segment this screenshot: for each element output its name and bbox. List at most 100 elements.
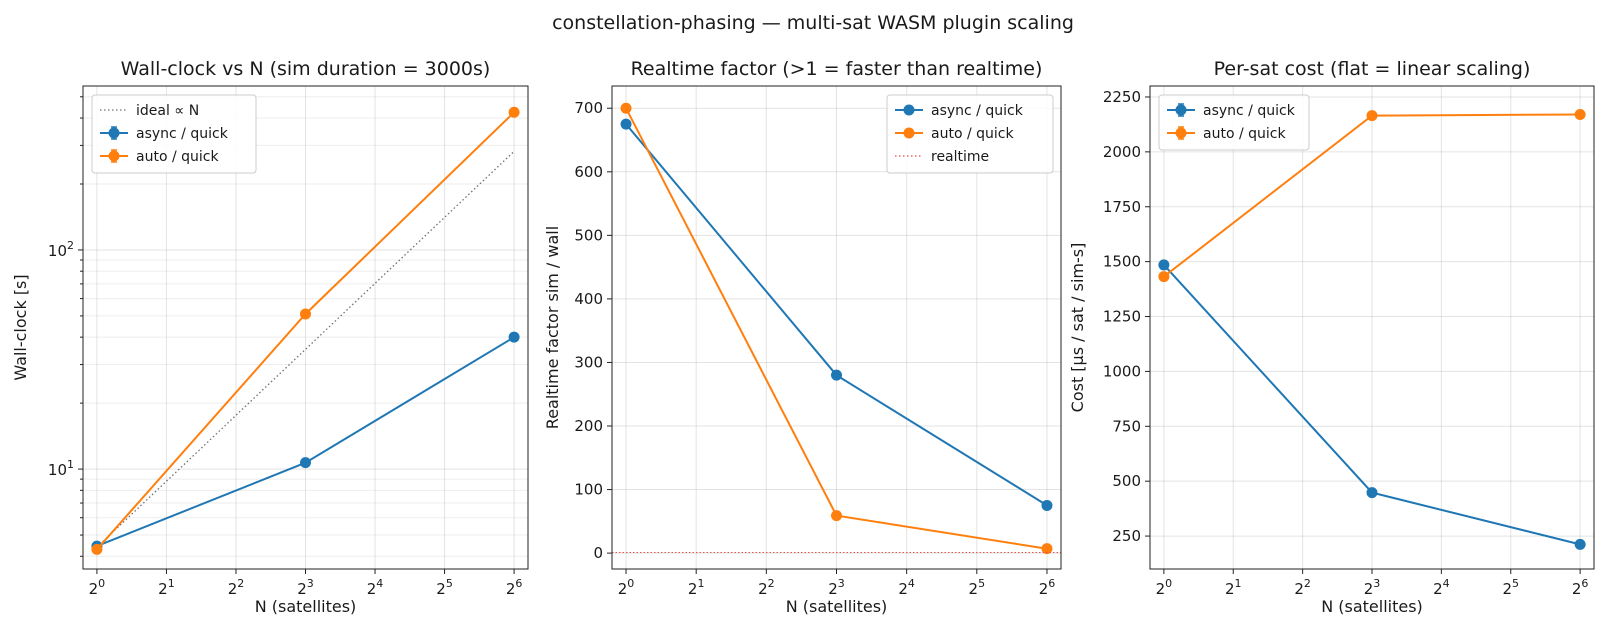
legend-entry: auto / quick	[895, 126, 1014, 142]
legend-entry: auto / quick	[100, 149, 219, 165]
x-tick-label: 24	[898, 577, 915, 598]
y-tick-label: 100	[574, 481, 603, 499]
legend-marker	[108, 127, 120, 139]
data-point	[1158, 271, 1170, 283]
x-tick-label-exp: 5	[978, 577, 985, 590]
x-tick-label: 26	[1039, 577, 1056, 598]
x-tick-label: 21	[688, 577, 705, 598]
x-tick-label-base: 2	[297, 580, 307, 598]
x-tick-label: 22	[228, 577, 245, 598]
data-point	[508, 331, 520, 343]
x-tick-label: 23	[1364, 577, 1381, 598]
x-tick-label-exp: 0	[1165, 577, 1172, 590]
x-tick-label-exp: 1	[168, 577, 175, 590]
panel-title: Realtime factor (>1 = faster than realti…	[631, 58, 1043, 80]
y-tick-label: 1750	[1103, 198, 1141, 216]
x-tick-label-base: 2	[1572, 580, 1582, 598]
data-point	[620, 118, 632, 130]
x-axis: 20 21 22 23 24 25 26	[89, 569, 522, 598]
y-axis-label: Realtime factor sim / wall	[543, 226, 562, 429]
legend-label: async / quick	[931, 103, 1024, 119]
y-tick-label-exp: 1	[67, 458, 74, 471]
x-tick-label-base: 2	[1294, 580, 1304, 598]
x-tick-label-base: 2	[506, 580, 516, 598]
x-tick-label: 20	[618, 577, 635, 598]
legend: ideal ∝ N async / quick auto / quick	[91, 94, 257, 174]
y-axis-label: Wall-clock [s]	[11, 274, 30, 380]
y-tick-label: 101	[48, 458, 74, 479]
x-tick-label: 24	[367, 577, 384, 598]
legend-label: auto / quick	[931, 126, 1014, 142]
x-tick-label: 20	[89, 577, 106, 598]
x-tick-label: 21	[158, 577, 175, 598]
data-point	[508, 106, 520, 118]
legend-label: ideal ∝ N	[136, 103, 199, 119]
x-tick-label-exp: 0	[98, 577, 105, 590]
legend-box	[91, 94, 257, 174]
x-axis: 20 21 22 23 24 25 26	[618, 569, 1055, 598]
y-axis: 0 100 200 300 400 500 600 700	[574, 99, 612, 562]
series-2	[620, 102, 1053, 555]
data-point	[831, 369, 842, 381]
series-1	[620, 118, 1053, 511]
legend-label: auto / quick	[1203, 126, 1286, 142]
x-tick-label-base: 2	[367, 580, 377, 598]
x-tick-label: 24	[1433, 577, 1450, 598]
x-tick-label-exp: 3	[1373, 577, 1380, 590]
x-axis-label: N (satellites)	[786, 597, 888, 616]
y-tick-label: 400	[574, 290, 603, 308]
x-tick-label-base: 2	[618, 580, 628, 598]
x-tick-label-exp: 6	[515, 577, 522, 590]
y-tick-label-base: 10	[48, 242, 67, 260]
x-axis-label: N (satellites)	[255, 597, 357, 616]
x-tick-label-exp: 1	[1235, 577, 1242, 590]
x-tick-label-base: 2	[436, 580, 446, 598]
x-tick-label-base: 2	[898, 580, 908, 598]
data-point	[831, 510, 842, 522]
legend-entry: async / quick	[100, 126, 229, 142]
x-tick-label: 20	[1156, 577, 1173, 598]
x-tick-label-exp: 3	[838, 577, 845, 590]
x-tick-label: 21	[1225, 577, 1242, 598]
legend-entry: async / quick	[895, 103, 1024, 119]
legend-label: realtime	[931, 149, 989, 165]
x-tick-label-base: 2	[228, 580, 238, 598]
y-tick-label: 0	[593, 544, 603, 562]
x-tick-label-base: 2	[89, 580, 99, 598]
x-tick-label-base: 2	[758, 580, 768, 598]
x-tick-label-base: 2	[969, 580, 979, 598]
y-tick-label: 600	[574, 163, 603, 181]
legend-marker	[1175, 104, 1187, 116]
data-point	[1366, 487, 1378, 499]
x-tick-label: 23	[297, 577, 314, 598]
y-tick-label: 500	[1112, 472, 1141, 490]
x-tick-label-base: 2	[1502, 580, 1512, 598]
x-tick-label-exp: 5	[446, 577, 453, 590]
x-tick-label: 25	[969, 577, 986, 598]
x-tick-label-exp: 2	[237, 577, 244, 590]
legend-box	[886, 94, 1054, 174]
legend-marker	[108, 150, 120, 162]
data-point	[1158, 259, 1170, 271]
legend-label: async / quick	[1203, 103, 1296, 119]
y-tick-label: 750	[1112, 417, 1141, 435]
y-tick-label: 102	[48, 239, 74, 260]
x-tick-label: 22	[1294, 577, 1311, 598]
x-tick-label-base: 2	[828, 580, 838, 598]
grid	[612, 86, 1061, 569]
y-tick-label: 2250	[1103, 88, 1141, 106]
y-tick-label-exp: 2	[67, 239, 74, 252]
data-point	[1041, 543, 1053, 555]
figure-suptitle: constellation-phasing — multi-sat WASM p…	[552, 12, 1074, 34]
legend-marker	[903, 104, 915, 116]
legend-entry: async / quick	[1167, 103, 1296, 119]
x-tick-label-exp: 4	[1443, 577, 1450, 590]
legend-entry: auto / quick	[1167, 126, 1286, 142]
legend-entry: realtime	[895, 149, 989, 165]
y-tick-label: 200	[574, 417, 603, 435]
data-point	[1041, 499, 1053, 511]
series-3	[91, 106, 520, 555]
